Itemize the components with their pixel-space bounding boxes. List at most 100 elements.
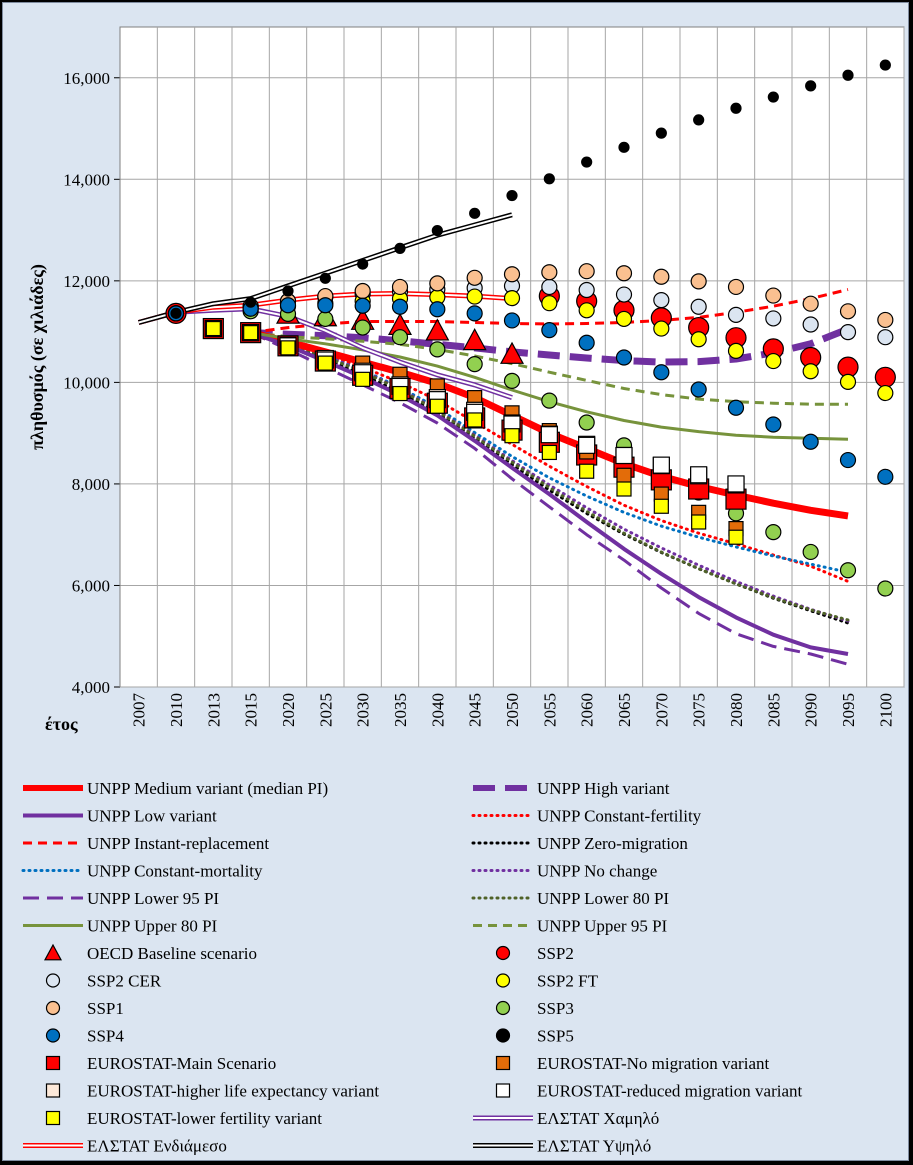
legend-label: ΕΛΣΤΑΤ Υψηλό: [537, 1137, 651, 1156]
data-point: [727, 306, 745, 323]
y-tick-label: 16,000: [63, 69, 110, 88]
legend-swatch: [495, 1055, 511, 1071]
legend-item-ssp4: SSP4: [45, 1027, 124, 1046]
series-unpp-constant-fertility: [249, 331, 850, 583]
series-line: [250, 288, 849, 335]
data-point: [391, 298, 409, 315]
data-point: [615, 265, 633, 282]
series-line: [249, 331, 850, 622]
data-point: [877, 384, 894, 402]
legend-label: UNPP No change: [537, 862, 657, 881]
legend-label: UNPP Constant-mortality: [87, 862, 263, 881]
x-tick-label: 2065: [615, 693, 634, 727]
y-tick-label: 14,000: [63, 170, 110, 189]
data-point: [653, 498, 669, 514]
data-point: [506, 189, 518, 202]
data-point: [394, 242, 406, 254]
data-point: [655, 127, 667, 139]
data-point: [727, 475, 745, 493]
data-point: [469, 207, 481, 219]
legend-swatch: [495, 945, 511, 961]
legend: UNPP Medium variant (median PI) UNPP High…: [21, 779, 803, 1156]
legend-label: SSP2: [537, 944, 574, 963]
legend-item-eurostat-lower-fertility-variant: EUROSTAT-lower fertility variant: [45, 1109, 322, 1128]
x-tick-label: 2070: [652, 693, 671, 727]
data-point: [543, 173, 555, 185]
data-point: [355, 371, 371, 387]
legend-label: ΕΛΣΤΑΤ Χαμηλό: [537, 1109, 659, 1128]
data-point: [391, 329, 409, 346]
legend-item-unpp-lower-95-pi: UNPP Lower 95 PI: [23, 889, 219, 908]
data-point: [730, 102, 742, 114]
legend-label: UNPP Zero-migration: [537, 834, 688, 853]
data-point: [245, 296, 257, 308]
legend-swatch: [495, 1000, 511, 1016]
x-tick-label: 2035: [391, 693, 410, 727]
data-point: [690, 331, 707, 348]
legend-swatch: [495, 1083, 511, 1098]
data-point: [615, 310, 633, 328]
legend-item-ssp2: SSP2: [495, 944, 574, 963]
x-tick-label: 2055: [540, 693, 559, 727]
data-point: [429, 301, 446, 318]
series-unpp-lower-95-pi: [250, 331, 849, 666]
data-point: [802, 433, 819, 450]
data-point: [653, 268, 670, 285]
data-point: [842, 69, 854, 81]
data-point: [805, 80, 817, 92]
data-point: [616, 481, 632, 497]
data-point: [319, 272, 331, 284]
data-point: [499, 341, 525, 364]
data-point: [540, 426, 558, 444]
x-tick-label: 2010: [167, 693, 186, 727]
data-point: [578, 263, 595, 280]
data-point: [541, 321, 558, 339]
legend-label: UNPP Medium variant (median PI): [87, 779, 328, 798]
x-tick-label: 2080: [727, 693, 746, 727]
data-point: [541, 264, 558, 281]
legend-label: UNPP Low variant: [87, 807, 217, 826]
legend-label: EUROSTAT-No migration variant: [537, 1054, 769, 1073]
data-point: [466, 305, 483, 322]
data-point: [652, 456, 670, 474]
data-point: [874, 366, 896, 388]
legend-item-unpp-constant-mortality: UNPP Constant-mortality: [21, 862, 263, 881]
legend-label: SSP1: [87, 999, 124, 1018]
data-point: [653, 320, 670, 337]
legend-item-unpp-zero-migration: UNPP Zero-migration: [471, 834, 688, 853]
legend-item-oecd-baseline-scenario: OECD Baseline scenario: [43, 943, 257, 963]
legend-swatch: [45, 973, 61, 988]
legend-item-unpp-lower-80-pi: UNPP Lower 80 PI: [471, 889, 669, 908]
data-point: [578, 436, 596, 454]
data-point: [581, 156, 593, 168]
data-point: [727, 278, 745, 296]
legend-item-unpp-high-variant: UNPP High variant: [473, 779, 670, 798]
legend-item-unpp-medium-variant-median-pi: UNPP Medium variant (median PI): [23, 779, 328, 798]
data-point: [765, 287, 782, 304]
data-point: [839, 451, 857, 469]
x-tick-label: 2085: [764, 693, 783, 727]
legend-item-ελστατ-υψηλό: ΕΛΣΤΑΤ Υψηλό: [473, 1137, 651, 1156]
series-line: [249, 331, 850, 623]
legend-label: SSP3: [537, 999, 574, 1018]
data-point: [690, 381, 707, 398]
legend-label: EUROSTAT-Main Scenario: [87, 1054, 276, 1073]
data-point: [541, 278, 558, 296]
series-ssp4: [167, 297, 894, 485]
data-point: [877, 580, 894, 597]
x-tick-label: 2060: [578, 693, 597, 727]
data-point: [765, 352, 782, 370]
legend-label: EUROSTAT-reduced migration variant: [537, 1082, 803, 1101]
x-tick-label: 2013: [204, 693, 223, 727]
data-point: [877, 468, 894, 485]
legend-item-unpp-constant-fertility: UNPP Constant-fertility: [471, 807, 702, 826]
legend-label: UNPP Upper 80 PI: [87, 917, 218, 936]
legend-label: UNPP Lower 95 PI: [87, 889, 219, 908]
data-point: [504, 428, 520, 444]
x-tick-label: 2100: [876, 693, 895, 727]
data-point: [205, 320, 221, 337]
data-point: [653, 292, 670, 309]
data-point: [839, 303, 857, 320]
data-point: [467, 412, 483, 428]
data-point: [578, 334, 595, 351]
